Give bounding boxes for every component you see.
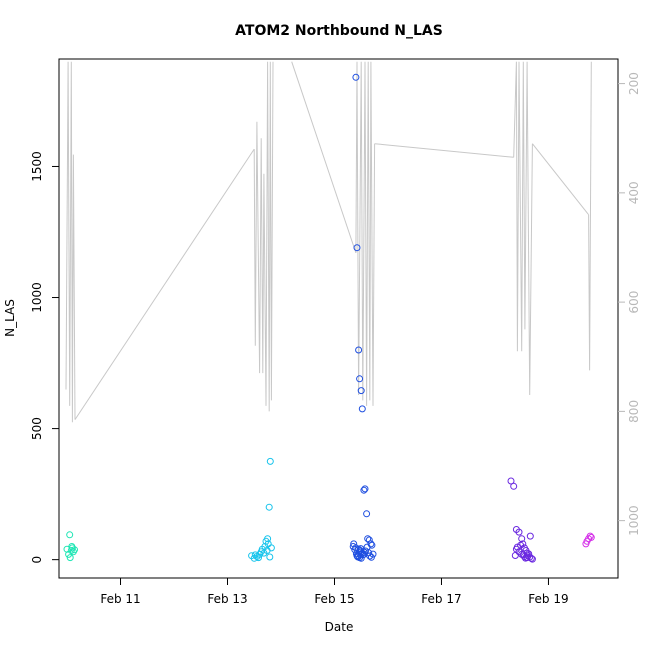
right-y-axis: 200 400 600 800 1000 — [618, 72, 641, 536]
y-tick-label: 1000 — [30, 282, 44, 313]
line-segment — [532, 143, 589, 216]
data-point — [265, 503, 273, 511]
data-point — [358, 405, 366, 413]
y-axis: 0 500 1000 1500 — [30, 151, 59, 563]
line-segment — [74, 148, 255, 420]
line-segment — [588, 61, 592, 371]
line-segment — [291, 61, 357, 254]
line-layer — [65, 61, 592, 423]
x-tick-label: Feb 11 — [100, 592, 140, 606]
data-point — [66, 531, 74, 539]
data-point — [66, 554, 74, 562]
data-point — [350, 540, 358, 548]
y-tick-label: 1500 — [30, 151, 44, 182]
data-point — [525, 550, 533, 558]
x-tick-label: Feb 19 — [528, 592, 568, 606]
data-point — [526, 532, 534, 540]
line-segment — [355, 61, 376, 406]
data-point — [369, 550, 377, 558]
x-tick-label: Feb 13 — [207, 592, 247, 606]
data-point — [515, 528, 523, 536]
x-axis: Feb 11 Feb 13 Feb 15 Feb 17 Feb 19 — [100, 578, 569, 606]
data-point — [363, 510, 371, 518]
right-y-tick-label: 800 — [627, 400, 641, 423]
line-segment — [374, 143, 514, 158]
data-point — [353, 244, 361, 252]
data-point — [518, 535, 526, 543]
chart-title: ATOM2 Northbound N_LAS — [235, 23, 443, 39]
data-point — [352, 73, 360, 81]
data-point — [360, 486, 368, 494]
x-tick-label: Feb 17 — [421, 592, 461, 606]
data-point — [71, 546, 78, 554]
y-tick-label: 500 — [30, 417, 44, 440]
data-point — [368, 541, 376, 549]
data-point — [364, 535, 372, 543]
right-y-tick-label: 1000 — [627, 505, 641, 536]
x-axis-label: Date — [325, 620, 354, 634]
right-y-tick-label: 600 — [627, 291, 641, 314]
data-point — [355, 346, 363, 354]
data-point — [266, 457, 274, 465]
data-point — [267, 544, 275, 552]
right-y-tick-label: 200 — [627, 72, 641, 95]
data-point — [507, 477, 515, 485]
y-axis-label: N_LAS — [3, 299, 17, 337]
points-layer — [63, 73, 595, 563]
x-tick-label: Feb 15 — [314, 592, 354, 606]
right-y-tick-label: 400 — [627, 181, 641, 204]
line-segment — [513, 61, 533, 396]
data-point — [586, 532, 594, 540]
data-point — [361, 485, 369, 493]
data-point — [356, 375, 364, 383]
data-point — [510, 482, 518, 490]
y-tick-label: 0 — [30, 556, 44, 564]
data-point — [587, 533, 595, 541]
line-segment — [253, 61, 274, 412]
data-point — [513, 543, 521, 551]
line-segment — [65, 61, 76, 423]
data-point — [266, 553, 274, 561]
plot-frame — [58, 58, 619, 579]
data-point — [357, 387, 365, 395]
data-point — [511, 552, 519, 559]
data-point — [357, 554, 365, 562]
data-point — [264, 535, 272, 543]
data-point — [251, 551, 259, 559]
